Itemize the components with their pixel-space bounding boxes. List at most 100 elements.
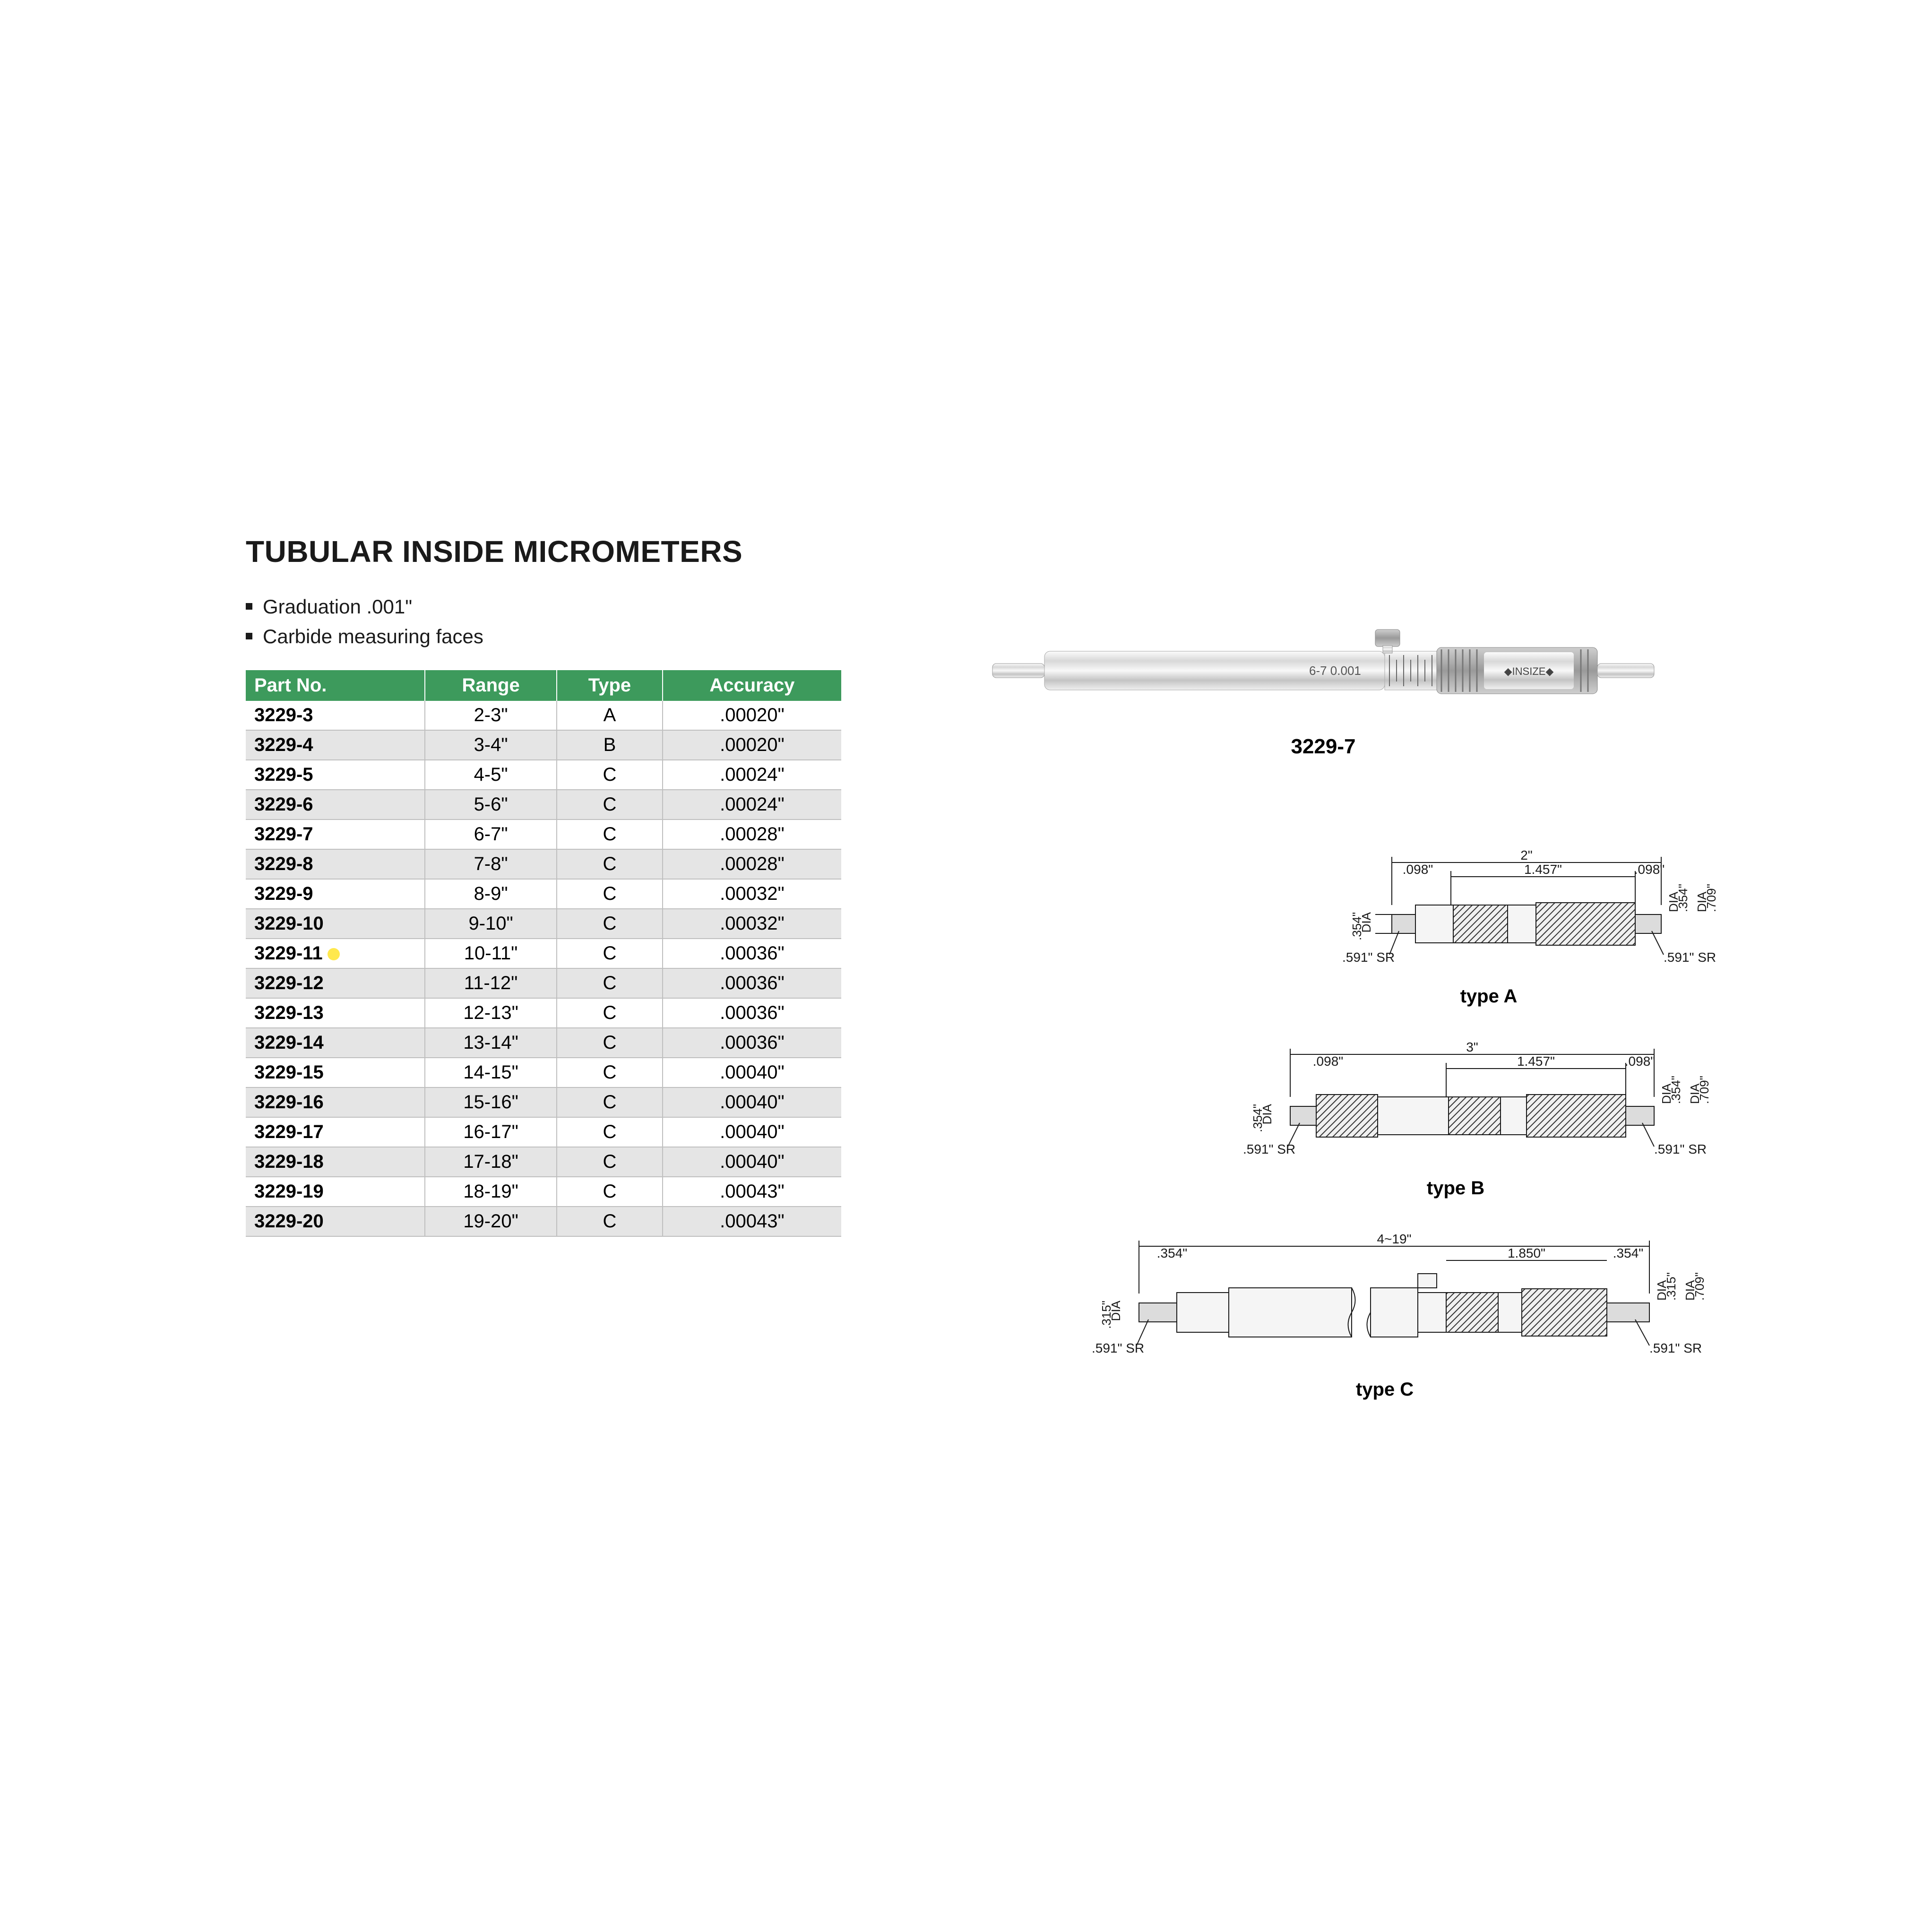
barrel-marking: 6-7 0.001 <box>1309 664 1361 678</box>
diagram-type-c: 4~19" 1.850" .354" .354" <box>1040 1232 1730 1400</box>
table-cell: C <box>557 819 663 849</box>
page-title: TUBULAR INSIDE MICROMETERS <box>246 534 1730 569</box>
col-type: Type <box>557 670 663 701</box>
table-cell: C <box>557 1028 663 1058</box>
table-row: 3229-32-3"A.00020" <box>246 701 841 730</box>
micrometer-illustration: 6-7 0.001 <box>978 618 1668 722</box>
table-cell: .00036" <box>663 1028 841 1058</box>
table-row: 3229-65-6"C.00024" <box>246 790 841 819</box>
table-cell: 3229-16 <box>246 1087 425 1117</box>
table-cell: C <box>557 790 663 819</box>
diagram-type-b: 3" 1.457" .098" .098" <box>1182 1040 1730 1199</box>
table-cell: .00032" <box>663 909 841 939</box>
table-cell: C <box>557 760 663 790</box>
table-cell: 12-13" <box>425 998 557 1028</box>
svg-text:4~19": 4~19" <box>1377 1232 1411 1246</box>
table-cell: C <box>557 909 663 939</box>
table-cell: 5-6" <box>425 790 557 819</box>
col-accuracy: Accuracy <box>663 670 841 701</box>
table-row: 3229-2019-20"C.00043" <box>246 1207 841 1236</box>
table-cell: C <box>557 998 663 1028</box>
table-cell: 4-5" <box>425 760 557 790</box>
table-cell: .00036" <box>663 939 841 968</box>
svg-text:.354": .354" <box>1669 1076 1683 1104</box>
svg-text:.709": .709" <box>1692 1272 1707 1301</box>
table-cell: C <box>557 1177 663 1207</box>
datasheet-page: TUBULAR INSIDE MICROMETERS Graduation .0… <box>246 534 1730 1400</box>
svg-text:.354": .354" <box>1157 1246 1187 1260</box>
table-row: 3229-1312-13"C.00036" <box>246 998 841 1028</box>
table-cell: 3229-7 <box>246 819 425 849</box>
table-cell: 3-4" <box>425 730 557 760</box>
table-cell: 3229-14 <box>246 1028 425 1058</box>
table-row: 3229-1817-18"C.00040" <box>246 1147 841 1177</box>
image-column: 6-7 0.001 <box>917 670 1730 1400</box>
table-row: 3229-1615-16"C.00040" <box>246 1087 841 1117</box>
table-cell: C <box>557 1087 663 1117</box>
table-row: 3229-1413-14"C.00036" <box>246 1028 841 1058</box>
table-cell: .00032" <box>663 879 841 909</box>
svg-text:.709": .709" <box>1697 1076 1711 1104</box>
table-cell: C <box>557 879 663 909</box>
table-cell: 7-8" <box>425 849 557 879</box>
product-image-block: 6-7 0.001 <box>917 618 1730 759</box>
table-cell: 8-9" <box>425 879 557 909</box>
type-b-label: type B <box>1182 1178 1730 1199</box>
svg-text:.354": .354" <box>1251 1104 1265 1132</box>
svg-text:1.457": 1.457" <box>1517 1054 1555 1069</box>
table-row: 3229-98-9"C.00032" <box>246 879 841 909</box>
table-cell: 3229-6 <box>246 790 425 819</box>
svg-text:.591" SR: .591" SR <box>1664 950 1716 965</box>
diagram-type-a: 2" 1.457" .098" .098" <box>1248 848 1730 1007</box>
type-c-label: type C <box>1040 1379 1730 1400</box>
table-cell: .00036" <box>663 998 841 1028</box>
table-row: 3229-1716-17"C.00040" <box>246 1117 841 1147</box>
svg-text:.098": .098" <box>1634 862 1665 877</box>
table-cell: 3229-17 <box>246 1117 425 1147</box>
svg-text:3": 3" <box>1466 1040 1478 1054</box>
svg-text:.098": .098" <box>1313 1054 1343 1069</box>
brand-marking: ◆INSIZE◆ <box>1504 665 1554 677</box>
table-cell: 3229-20 <box>246 1207 425 1236</box>
table-cell: .00028" <box>663 849 841 879</box>
col-part: Part No. <box>246 670 425 701</box>
col-range: Range <box>425 670 557 701</box>
table-cell: 15-16" <box>425 1087 557 1117</box>
table-cell: A <box>557 701 663 730</box>
table-column: Part No. Range Type Accuracy 3229-32-3"A… <box>246 670 841 1400</box>
table-row: 3229-1918-19"C.00043" <box>246 1177 841 1207</box>
table-cell: 14-15" <box>425 1058 557 1087</box>
svg-text:1.850": 1.850" <box>1508 1246 1545 1260</box>
svg-text:.354": .354" <box>1613 1246 1643 1260</box>
table-cell: C <box>557 968 663 998</box>
table-cell: 16-17" <box>425 1117 557 1147</box>
table-row: 3229-43-4"B.00020" <box>246 730 841 760</box>
table-cell: 3229-11 <box>246 939 425 968</box>
table-cell: .00043" <box>663 1177 841 1207</box>
table-cell: C <box>557 939 663 968</box>
table-cell: 19-20" <box>425 1207 557 1236</box>
svg-text:.591" SR: .591" SR <box>1649 1341 1702 1355</box>
table-cell: C <box>557 1207 663 1236</box>
type-a-label: type A <box>1248 986 1730 1007</box>
type-diagrams: 2" 1.457" .098" .098" <box>917 815 1730 1400</box>
highlight-dot-icon <box>328 948 340 960</box>
table-cell: .00028" <box>663 819 841 849</box>
table-row: 3229-1211-12"C.00036" <box>246 968 841 998</box>
product-label: 3229-7 <box>917 735 1730 759</box>
table-cell: 3229-13 <box>246 998 425 1028</box>
table-cell: 2-3" <box>425 701 557 730</box>
svg-text:.591" SR: .591" SR <box>1654 1142 1707 1156</box>
svg-text:.591" SR: .591" SR <box>1342 950 1395 965</box>
table-cell: 3229-4 <box>246 730 425 760</box>
table-cell: .00040" <box>663 1058 841 1087</box>
table-cell: .00040" <box>663 1117 841 1147</box>
svg-text:.315": .315" <box>1099 1301 1113 1329</box>
table-cell: 11-12" <box>425 968 557 998</box>
table-cell: .00020" <box>663 701 841 730</box>
table-cell: 10-11" <box>425 939 557 968</box>
table-row: 3229-54-5"C.00024" <box>246 760 841 790</box>
table-cell: C <box>557 1147 663 1177</box>
spec-table: Part No. Range Type Accuracy 3229-32-3"A… <box>246 670 841 1237</box>
svg-text:.591" SR: .591" SR <box>1243 1142 1295 1156</box>
